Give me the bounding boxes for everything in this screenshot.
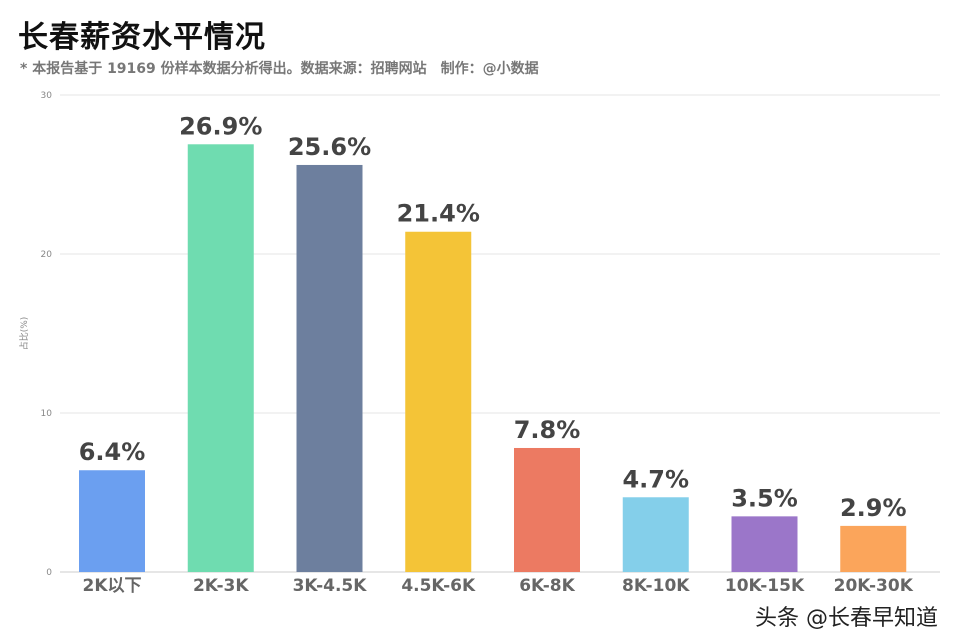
y-tick-label: 10 (41, 409, 53, 419)
x-tick-label: 3K-4.5K (293, 576, 368, 596)
chart-subtitle: * 本报告基于 19169 份样本数据分析得出。数据来源：招聘网站 制作：@小数… (20, 61, 539, 77)
x-tick-label: 6K-8K (519, 576, 575, 596)
x-tick-label: 20K-30K (834, 576, 914, 596)
bar (622, 497, 689, 572)
source-watermark: 头条 @长春早知道 (755, 606, 938, 631)
y-tick-label: 0 (46, 568, 52, 578)
bar (731, 516, 798, 572)
data-label: 21.4% (397, 200, 480, 228)
x-tick-label: 8K-10K (622, 576, 690, 596)
bar (296, 164, 363, 572)
data-label: 6.4% (79, 438, 146, 466)
bar (405, 231, 472, 573)
data-label: 3.5% (731, 484, 798, 512)
bar (514, 447, 580, 572)
y-tick-label: 20 (41, 250, 53, 260)
data-label: 2.9% (840, 494, 907, 522)
bar (840, 525, 907, 572)
y-axis-label: 占比(%) (18, 317, 30, 351)
data-label: 7.8% (514, 416, 581, 444)
y-tick-label: 30 (41, 91, 53, 101)
x-tick-label: 10K-15K (725, 576, 805, 596)
data-label: 4.7% (622, 465, 689, 493)
chart-title: 长春薪资水平情况 (18, 20, 266, 55)
bar (79, 470, 145, 572)
data-label: 25.6% (288, 133, 371, 161)
data-label: 26.9% (179, 112, 262, 140)
x-tick-label: 2K以下 (82, 576, 141, 596)
bar (187, 144, 254, 573)
x-tick-label: 4.5K-6K (401, 576, 476, 596)
x-tick-label: 2K-3K (193, 576, 249, 596)
